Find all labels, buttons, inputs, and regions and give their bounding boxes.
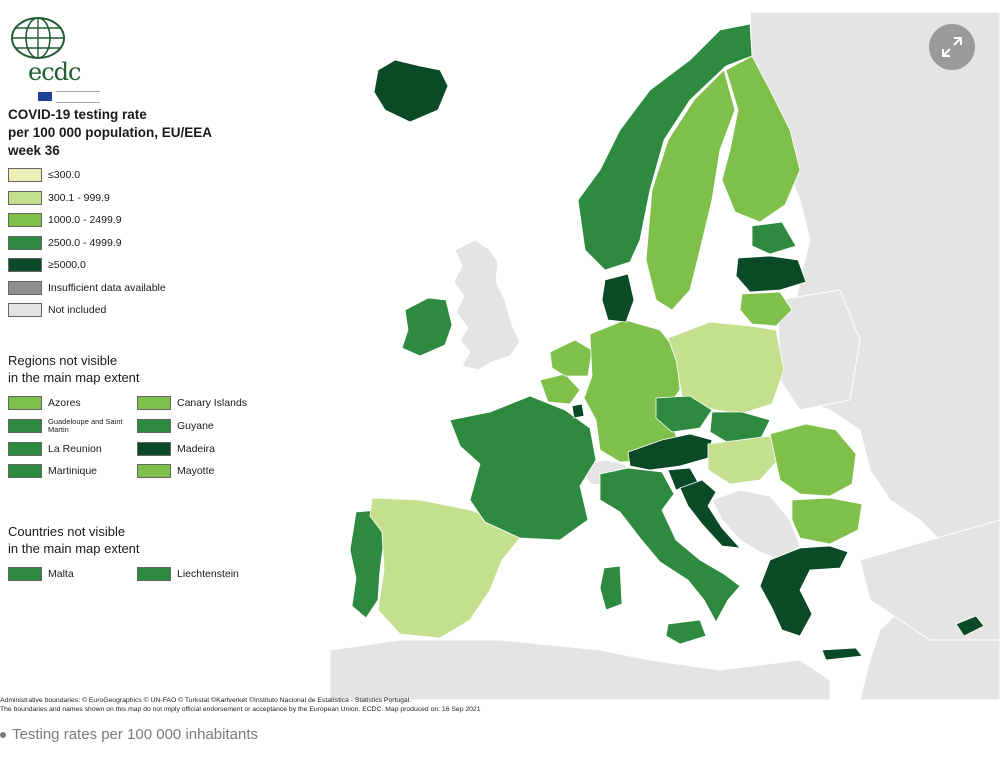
country-cyprus — [955, 615, 985, 637]
expand-icon — [942, 37, 962, 57]
region-swatch — [137, 464, 171, 478]
country-poland — [667, 321, 785, 415]
legend-swatch — [8, 235, 42, 250]
legend-label: 300.1 - 999.9 — [48, 191, 110, 204]
logo-wordmark: ecdc — [28, 58, 81, 86]
country-swatch — [137, 567, 171, 581]
region-label: La Reunion — [48, 443, 102, 455]
regions-title-line-2: in the main map extent — [8, 370, 140, 385]
non-included-land — [329, 11, 1000, 700]
country-luxembourg — [571, 403, 585, 419]
region-swatch — [8, 396, 42, 410]
expand-button[interactable] — [929, 24, 975, 70]
legend-swatch — [8, 280, 42, 295]
region-label: Mayotte — [177, 465, 215, 477]
legend-swatch — [8, 258, 42, 272]
legend-swatch — [8, 213, 42, 227]
eu-flag-icon — [38, 92, 52, 101]
attribution-line-2: The boundaries and names shown on this m… — [0, 706, 481, 713]
europe-choropleth-map — [329, 11, 1000, 700]
country-estonia — [751, 221, 797, 255]
attribution-line-1: Administrative boundaries: © EuroGeograp… — [0, 697, 412, 704]
map-area: ecdc COVID-19 testing rate per 100 000 p… — [8, 11, 1000, 700]
country-norway — [577, 23, 753, 271]
regions-section-title: Regions not visible in the main map exte… — [8, 352, 238, 386]
country-sweden — [645, 69, 736, 311]
country-ireland — [401, 297, 453, 357]
country-croatia — [679, 479, 742, 549]
country-france — [449, 395, 597, 541]
countries-title-line-1: Countries not visible — [8, 524, 126, 539]
ecdc-logo: ecdc — [8, 14, 108, 103]
region-label: Guyane — [177, 420, 214, 432]
country-czechia — [655, 395, 713, 433]
country-romania — [769, 423, 857, 497]
legend-label: 1000.0 - 2499.9 — [48, 214, 122, 226]
title-line-2: per 100 000 population, EU/EEA — [8, 125, 213, 140]
legend-label: ≤300.0 — [48, 169, 81, 181]
legend-swatch — [8, 190, 42, 205]
map-attribution: Administrative boundaries: © EuroGeograp… — [0, 696, 1000, 714]
legend-label: ≥5000.0 — [48, 259, 86, 271]
region-swatch — [8, 442, 42, 456]
legend-label: Insufficient data available — [48, 281, 166, 294]
legend-label: Not included — [48, 304, 107, 316]
land-balkans — [711, 489, 801, 561]
region-label: Martinique — [48, 465, 98, 477]
country-belgium — [539, 373, 581, 405]
country-denmark — [601, 273, 635, 323]
country-crete — [821, 647, 863, 661]
title-line-3: week 36 — [8, 143, 60, 158]
country-label: Liechtenstein — [177, 568, 239, 580]
included-countries — [349, 23, 985, 661]
land-uk — [453, 239, 521, 371]
country-latvia — [735, 255, 807, 293]
region-swatch — [137, 396, 171, 410]
legend-swatch — [8, 303, 42, 317]
country-netherlands — [549, 339, 593, 377]
map-title: COVID-19 testing rate per 100 000 popula… — [8, 106, 288, 160]
country-swatch — [8, 567, 42, 581]
region-swatch — [137, 419, 171, 433]
country-iceland — [373, 59, 449, 123]
land-turkey — [859, 519, 1000, 641]
logo-agency-name — [56, 91, 100, 103]
country-bulgaria — [791, 497, 863, 545]
image-caption: Testing rates per 100 000 inhabitants — [0, 726, 258, 743]
caption-bullet-icon — [0, 732, 6, 739]
country-sardinia — [599, 565, 623, 611]
countries-section-title: Countries not visible in the main map ex… — [8, 523, 238, 557]
legend-label: 2500.0 - 4999.9 — [48, 236, 122, 249]
regions-title-line-1: Regions not visible — [8, 353, 118, 368]
region-swatch — [8, 419, 42, 433]
countries-title-line-2: in the main map extent — [8, 541, 140, 556]
legend-swatch — [8, 168, 42, 182]
caption-text: Testing rates per 100 000 inhabitants — [12, 726, 258, 743]
country-greece — [759, 545, 849, 637]
land-north-africa — [329, 639, 831, 700]
country-hungary — [707, 435, 779, 485]
region-label: Madeira — [177, 443, 215, 455]
country-label: Malta — [48, 568, 74, 580]
country-italy — [599, 467, 741, 623]
country-finland — [721, 55, 801, 223]
region-label: Guadeloupe and Saint Martin — [48, 417, 123, 434]
title-line-1: COVID-19 testing rate — [8, 107, 147, 122]
land-east — [749, 11, 1000, 700]
region-label: Azores — [48, 397, 81, 409]
country-sicily — [665, 619, 707, 645]
region-swatch — [137, 442, 171, 456]
country-lithuania — [739, 291, 793, 327]
region-swatch — [8, 464, 42, 478]
region-label: Canary Islands — [177, 397, 248, 409]
globe-icon — [11, 17, 65, 59]
